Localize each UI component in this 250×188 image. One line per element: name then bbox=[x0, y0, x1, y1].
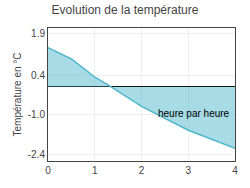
svg-text:heure par heure: heure par heure bbox=[158, 108, 230, 119]
svg-text:1: 1 bbox=[92, 165, 98, 176]
svg-text:1.9: 1.9 bbox=[31, 28, 45, 39]
svg-text:0.4: 0.4 bbox=[31, 70, 45, 81]
svg-text:-2.4: -2.4 bbox=[28, 149, 46, 160]
svg-text:Température en °C: Température en °C bbox=[12, 52, 23, 136]
svg-text:Evolution de la température: Evolution de la température bbox=[52, 3, 199, 17]
svg-text:4: 4 bbox=[232, 165, 238, 176]
svg-text:2: 2 bbox=[139, 165, 145, 176]
svg-text:-1.0: -1.0 bbox=[28, 109, 46, 120]
svg-text:0: 0 bbox=[45, 165, 51, 176]
svg-text:3: 3 bbox=[185, 165, 191, 176]
